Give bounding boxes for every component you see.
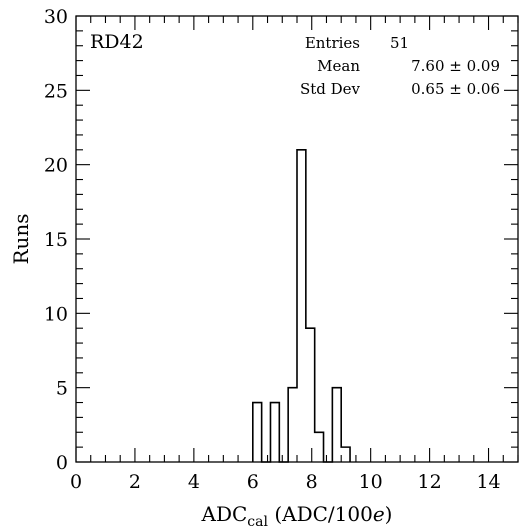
chart-tag: RD42 xyxy=(90,31,144,53)
stat-label: Std Dev xyxy=(300,80,361,98)
stats-box: Entries 51 Mean 7.60 ± 0.09 Std Dev 0.65 ± 0.… xyxy=(300,34,500,98)
histogram-bin xyxy=(306,328,315,462)
x-tick-label: 14 xyxy=(476,471,500,493)
x-tick-label: 0 xyxy=(70,471,82,493)
y-tick-label: 0 xyxy=(56,452,68,474)
x-tick-label: 8 xyxy=(306,471,318,493)
x-axis-title: ADCcal (ADC/100e) xyxy=(201,502,393,529)
stat-value: 7.60 ± 0.09 xyxy=(411,57,500,75)
stat-label: Entries xyxy=(305,34,360,52)
x-tick-label: 6 xyxy=(247,471,259,493)
histogram-bin xyxy=(297,150,306,462)
x-tick-label: 2 xyxy=(129,471,141,493)
stat-value: 0.65 ± 0.06 xyxy=(411,80,500,98)
histogram-bin xyxy=(332,388,341,462)
histogram-bin xyxy=(253,403,262,462)
y-axis-title: Runs xyxy=(9,213,33,264)
histogram-bin xyxy=(288,388,297,462)
x-axis-title-main: ADC xyxy=(201,502,248,526)
y-tick-label: 20 xyxy=(44,155,68,177)
y-tick-labels: 0 5 10 15 20 25 30 xyxy=(44,6,68,474)
x-tick-label: 10 xyxy=(359,471,383,493)
histogram-outline xyxy=(252,149,351,463)
x-tick-labels: 0 2 4 6 8 10 12 14 xyxy=(70,471,501,493)
histogram-bins xyxy=(253,150,350,462)
stat-label: Mean xyxy=(317,57,360,75)
y-tick-label: 25 xyxy=(44,80,68,102)
stat-value: 51 xyxy=(390,34,409,52)
histogram-bin xyxy=(270,403,279,462)
x-axis-title-rest: (ADC/100 xyxy=(268,502,373,526)
y-tick-label: 5 xyxy=(56,378,68,400)
x-tick-label: 12 xyxy=(418,471,442,493)
x-axis-title-italic: e xyxy=(373,502,385,526)
y-tick-label: 15 xyxy=(44,229,68,251)
x-axis-title-close: ) xyxy=(385,502,393,526)
histogram-bin xyxy=(341,447,350,462)
y-tick-label: 30 xyxy=(44,6,68,28)
y-tick-label: 10 xyxy=(44,303,68,325)
x-tick-label: 4 xyxy=(188,471,200,493)
histogram-bin xyxy=(315,432,324,462)
axis-ticks xyxy=(75,15,519,463)
x-axis-title-sub: cal xyxy=(247,514,268,529)
